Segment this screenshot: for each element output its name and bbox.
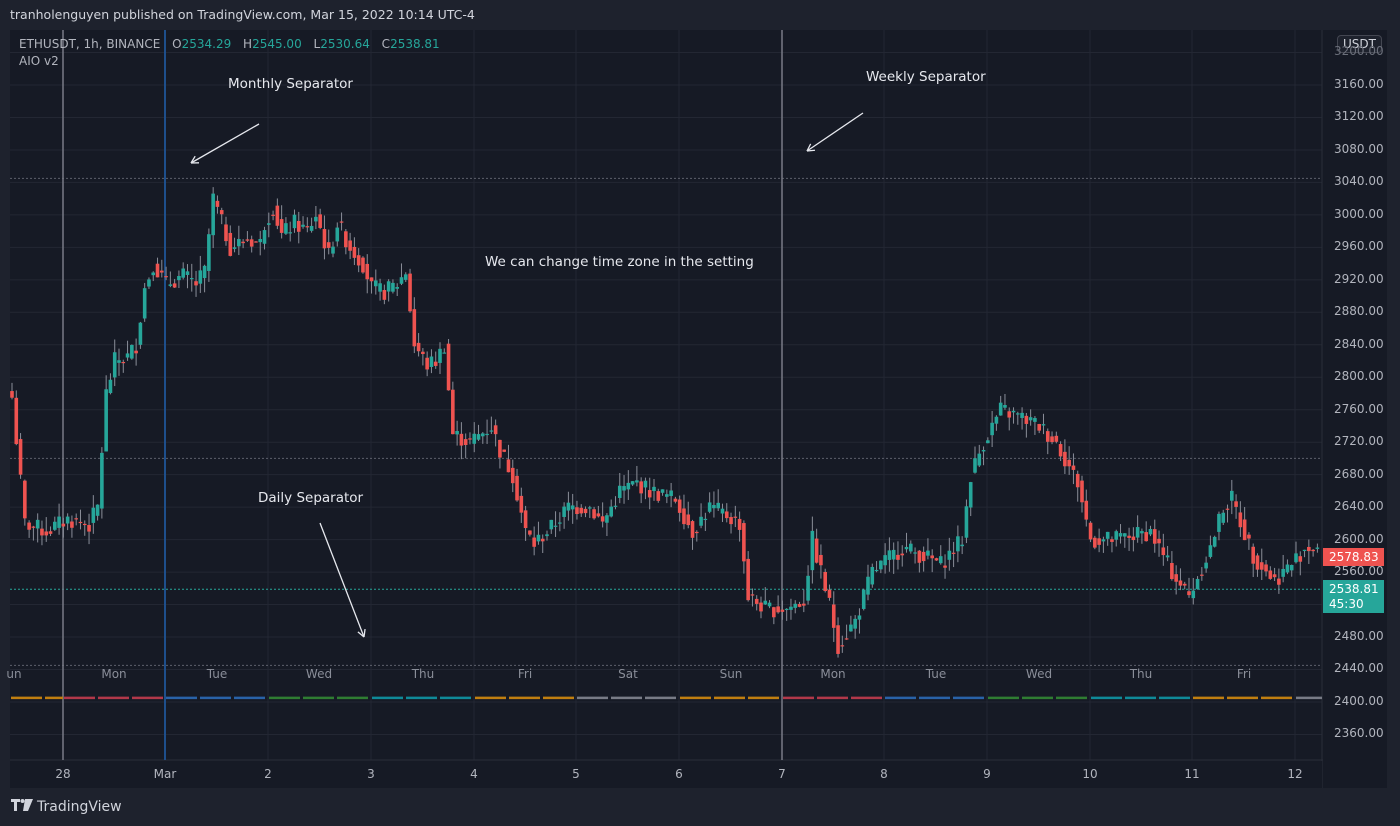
price-label: 2840.00	[1334, 336, 1384, 351]
chart-pane[interactable]	[10, 30, 1386, 788]
date-label: 5	[572, 767, 580, 781]
high-value: 2545.00	[252, 37, 302, 51]
weekday-label: Tue	[206, 667, 228, 681]
date-label: 8	[880, 767, 888, 781]
high-label: H	[243, 37, 253, 51]
weekday-label: Sat	[618, 667, 638, 681]
tradingview-logo-icon	[11, 799, 33, 815]
low-value: 2530.64	[320, 37, 370, 51]
open-value: 2534.29	[181, 37, 232, 51]
open-label: O	[172, 37, 182, 51]
price-label: 2600.00	[1334, 531, 1384, 546]
date-label: Mar	[153, 767, 177, 781]
price-label: 2400.00	[1334, 693, 1384, 708]
symbol-legend[interactable]: ETHUSDT, 1h, BINANCE O2534.29 H2545.00 L…	[19, 37, 440, 51]
date-label: 6	[675, 767, 683, 781]
monthly-separator-note: Monthly Separator	[228, 76, 353, 92]
bar-countdown: 45:30	[1329, 597, 1364, 611]
price-label: 3160.00	[1334, 77, 1384, 91]
publisher-info: tranholenguyen published on TradingView.…	[10, 7, 475, 22]
current-price-tag: 2538.81 45:30	[1323, 580, 1384, 613]
weekday-label: Fri	[1236, 667, 1252, 681]
price-label: 2800.00	[1334, 369, 1384, 384]
price-label: 2480.00	[1334, 629, 1384, 644]
price-label: 2680.00	[1334, 466, 1384, 481]
weekday-label: Tue	[925, 667, 947, 681]
weekday-label: Mon	[820, 667, 846, 681]
weekday-label: Sun	[719, 667, 743, 681]
high-price-tag: 2578.83	[1323, 548, 1384, 566]
date-label: 12	[1287, 767, 1303, 781]
low-label: L	[313, 37, 321, 51]
date-label: 7	[778, 767, 786, 781]
price-label: 2360.00	[1334, 726, 1384, 741]
price-label: 3000.00	[1334, 206, 1384, 221]
publish-bar: tranholenguyen published on TradingView.…	[0, 0, 1400, 30]
daily-separator-note: Daily Separator	[258, 490, 364, 506]
date-label: 4	[470, 767, 478, 781]
price-label: 2560.00	[1334, 564, 1384, 579]
price-label: 2960.00	[1334, 239, 1384, 254]
indicator-legend[interactable]: AIO v2	[19, 54, 59, 68]
price-label: 2440.00	[1334, 661, 1384, 676]
price-label: 3080.00	[1334, 141, 1384, 156]
weekday-label: Wed	[1025, 667, 1053, 681]
price-label: 3120.00	[1334, 109, 1384, 124]
close-value: 2538.81	[390, 37, 440, 51]
date-label: 11	[1184, 767, 1200, 781]
price-label: 3040.00	[1334, 174, 1384, 189]
currency-button[interactable]: USDT	[1337, 35, 1382, 53]
weekday-label: Thu	[411, 667, 435, 681]
weekly-separator-note: Weekly Separator	[866, 69, 986, 85]
current-price: 2538.81	[1329, 582, 1379, 596]
brand-name: TradingView	[37, 799, 122, 815]
date-label: 3	[367, 767, 375, 781]
price-label: 2880.00	[1334, 304, 1384, 319]
price-label: 2760.00	[1334, 401, 1384, 416]
tradingview-brand[interactable]: TradingView	[11, 799, 122, 815]
price-label: 2640.00	[1334, 499, 1384, 514]
date-label: 9	[983, 767, 991, 781]
weekday-label: Thu	[1129, 667, 1153, 681]
weekday-label: Fri	[517, 667, 533, 681]
close-label: C	[381, 37, 391, 51]
symbol-info[interactable]: ETHUSDT, 1h, BINANCE	[19, 37, 161, 51]
weekday-label: Mon	[101, 667, 127, 681]
price-label: 2920.00	[1334, 271, 1384, 286]
date-label: 2	[264, 767, 272, 781]
price-label: 2720.00	[1334, 434, 1384, 449]
price-label: 3200.00	[1334, 44, 1384, 58]
weekday-label: un	[6, 667, 22, 681]
weekday-label: Wed	[305, 667, 333, 681]
timezone-note: We can change time zone in the setting	[485, 254, 754, 270]
date-label: 10	[1082, 767, 1098, 781]
date-label: 28	[55, 767, 71, 781]
